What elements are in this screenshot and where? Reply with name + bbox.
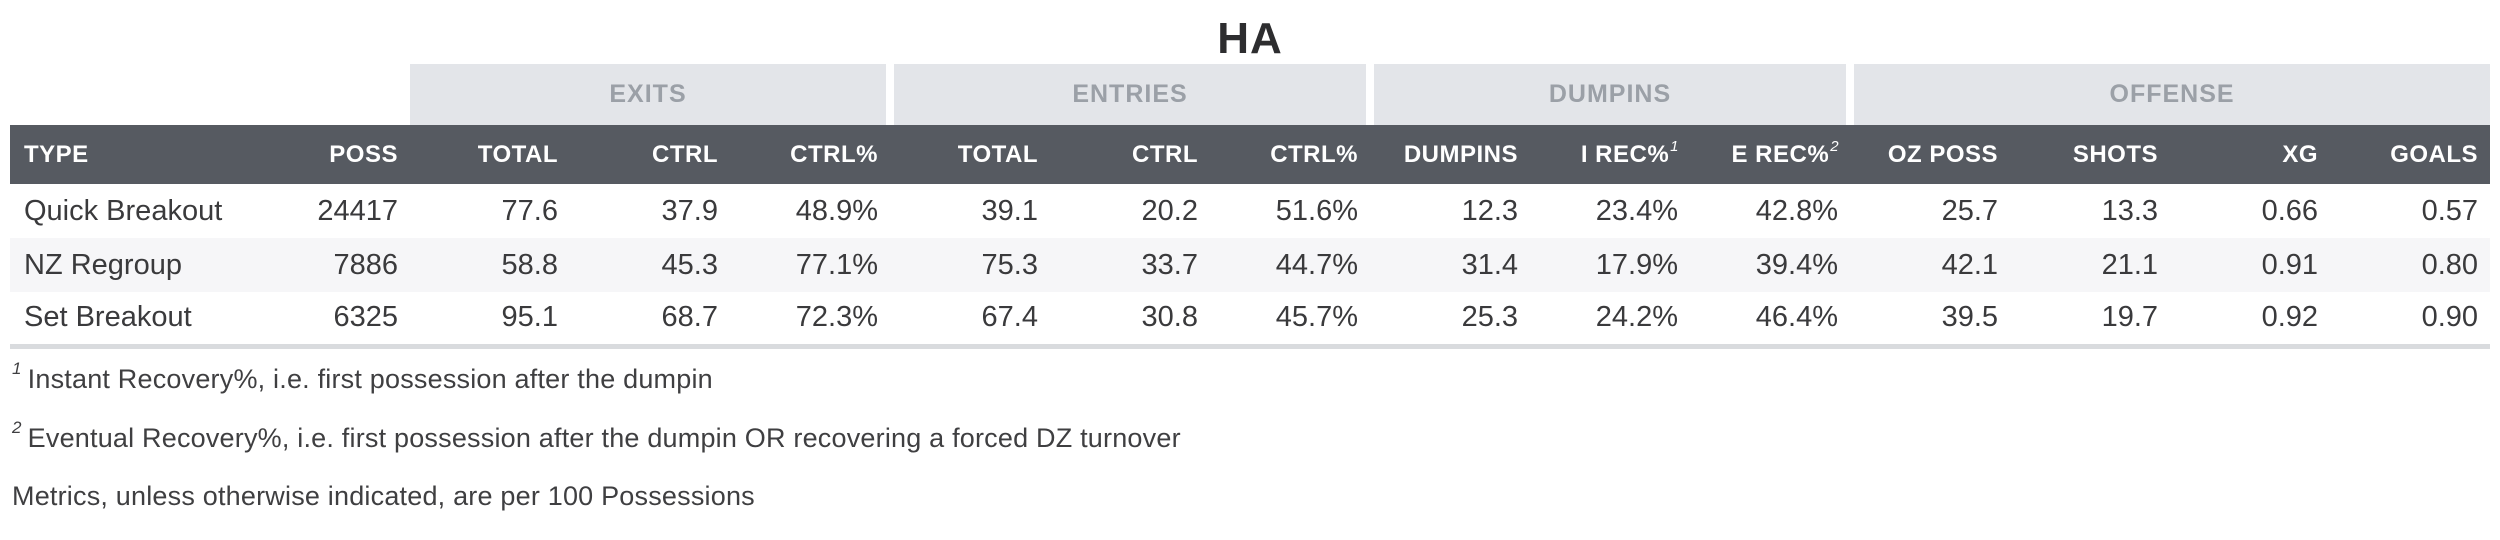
cell: 31.4 — [1461, 248, 1519, 281]
cell: 0.92 — [2170, 292, 2331, 349]
cell: 0.90 — [2330, 292, 2491, 349]
col-header-exits-ctrlpct: CTRL% — [730, 125, 890, 184]
cell: 58.8 — [501, 248, 558, 281]
cell: 19.7 — [2010, 292, 2171, 349]
cell: 39.1 — [981, 194, 1038, 227]
cell: 45.7% — [1210, 292, 1371, 349]
cell: 42.1 — [1941, 248, 1999, 281]
table-row-quick-breakout: Quick Breakout 24417 77.6 37.9 48.9% 39.… — [10, 184, 2491, 238]
cell: 23.4% — [1595, 194, 1679, 227]
row-type: NZ Regroup — [24, 248, 182, 281]
footnote-marker-1: 1 — [12, 358, 22, 378]
cell: 72.3% — [730, 292, 890, 349]
cell: 0.66 — [2261, 194, 2319, 227]
page-title: HA — [1217, 14, 1283, 63]
cell: 48.9% — [795, 194, 878, 227]
cell: 44.7% — [1275, 248, 1359, 281]
cell: 13.3 — [2101, 194, 2159, 227]
col-header-exits-total: TOTAL — [410, 125, 570, 184]
footnote-metrics-note: Metrics, unless otherwise indicated, are… — [12, 481, 2488, 512]
cell: 46.4% — [1690, 292, 1851, 349]
cell: 42.8% — [1755, 194, 1839, 227]
col-header-entries-ctrl: CTRL — [1050, 125, 1210, 184]
cell: 25.3 — [1370, 292, 1531, 349]
cell: 24417 — [317, 194, 398, 227]
footnotes: 1 Instant Recovery%, i.e. first possessio… — [10, 349, 2490, 512]
page: HA EXITS ENTRIES DUMPINS OFFENSE TYPE PO… — [10, 14, 2491, 512]
group-header-dumpins: DUMPINS — [1366, 64, 1851, 125]
cell: 45.3 — [661, 248, 718, 281]
row-type: Quick Breakout — [24, 194, 223, 227]
row-type: Set Breakout — [10, 292, 260, 349]
cell: 0.80 — [2421, 248, 2479, 281]
col-header-exits-ctrl: CTRL — [570, 125, 730, 184]
footnote-marker-2: 2 — [12, 417, 22, 437]
col-header-entries-total: TOTAL — [890, 125, 1050, 184]
table-row-nz-regroup: NZ Regroup 7886 58.8 45.3 77.1% 75.3 33.… — [10, 238, 2491, 292]
col-header-shots: SHOTS — [2010, 125, 2171, 184]
cell: 12.3 — [1461, 194, 1519, 227]
cell: 39.5 — [1850, 292, 2011, 349]
cell: 0.57 — [2421, 194, 2479, 227]
cell: 75.3 — [981, 248, 1038, 281]
group-spacer — [10, 64, 410, 125]
group-header-exits: EXITS — [410, 64, 890, 125]
footnote-ref-2: 2 — [1830, 138, 1840, 155]
column-header-row: TYPE POSS TOTAL CTRL CTRL% TOTAL CTRL CT… — [10, 125, 2491, 184]
col-header-dumpins: DUMPINS — [1370, 125, 1531, 184]
footnote-eventual-recovery: 2 Eventual Recovery%, i.e. first possessi… — [12, 418, 2488, 454]
cell: 21.1 — [2101, 248, 2159, 281]
table-row-set-breakout: Set Breakout 6325 95.1 68.7 72.3% 67.4 3… — [10, 292, 2491, 349]
cell: 7886 — [333, 248, 398, 281]
group-header-offense: OFFENSE — [1846, 64, 2491, 125]
cell: 95.1 — [410, 292, 570, 349]
footnote-instant-recovery: 1 Instant Recovery%, i.e. first possessio… — [12, 359, 2488, 395]
cell: 51.6% — [1275, 194, 1359, 227]
stats-table: EXITS ENTRIES DUMPINS OFFENSE TYPE POSS … — [10, 64, 2491, 349]
column-group-row: EXITS ENTRIES DUMPINS OFFENSE — [10, 64, 2491, 125]
footnote-text: Instant Recovery%, i.e. first possession… — [27, 363, 713, 394]
col-header-entries-ctrlpct: CTRL% — [1210, 125, 1371, 184]
cell: 77.1% — [795, 248, 878, 281]
cell: 67.4 — [890, 292, 1050, 349]
cell: 37.9 — [661, 194, 718, 227]
cell: 39.4% — [1755, 248, 1839, 281]
cell: 30.8 — [1050, 292, 1210, 349]
footnote-text: Eventual Recovery%, i.e. first possessio… — [27, 422, 1181, 453]
cell: 20.2 — [1141, 194, 1198, 227]
cell: 25.7 — [1941, 194, 1999, 227]
cell: 24.2% — [1530, 292, 1691, 349]
cell: 68.7 — [570, 292, 730, 349]
col-header-poss: POSS — [260, 125, 410, 184]
col-header-xg: XG — [2170, 125, 2331, 184]
col-header-erec: E REC%2 — [1690, 125, 1851, 184]
col-header-irec: I REC%1 — [1530, 125, 1691, 184]
cell: 0.91 — [2261, 248, 2319, 281]
col-header-goals: GOALS — [2330, 125, 2491, 184]
group-header-entries: ENTRIES — [885, 64, 1371, 125]
cell: 33.7 — [1141, 248, 1198, 281]
cell: 6325 — [260, 292, 410, 349]
col-header-type: TYPE — [10, 125, 260, 184]
col-header-ozposs: OZ POSS — [1850, 125, 2011, 184]
footnote-ref-1: 1 — [1670, 138, 1680, 155]
cell: 17.9% — [1595, 248, 1679, 281]
cell: 77.6 — [501, 194, 558, 227]
footnote-text: Metrics, unless otherwise indicated, are… — [12, 480, 755, 511]
